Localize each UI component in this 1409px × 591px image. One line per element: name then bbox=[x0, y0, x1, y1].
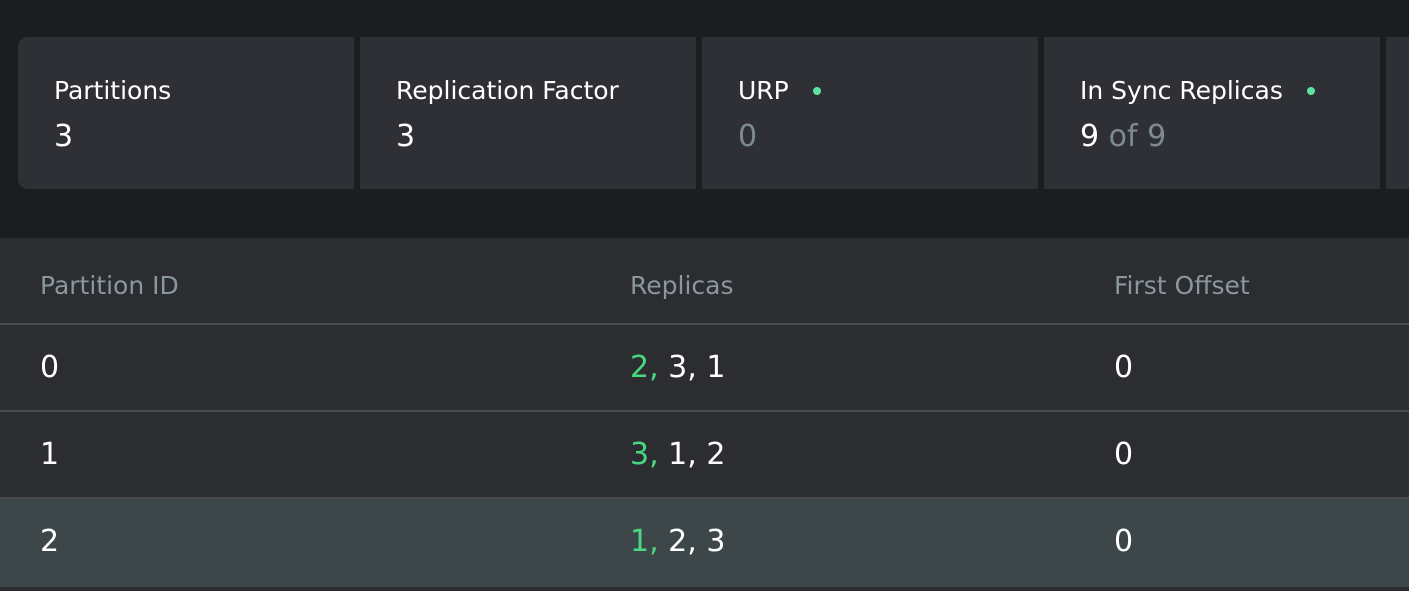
partitions-table: Partition ID Replicas First Offset 0 2, … bbox=[0, 238, 1409, 591]
replicas-cell: 2, 3, 1 bbox=[630, 350, 725, 385]
partition-id-cell: 0 bbox=[40, 350, 60, 385]
metric-label: URP bbox=[738, 76, 789, 105]
other-replicas: 3, 1 bbox=[668, 350, 726, 385]
leader-replica: 1, bbox=[630, 524, 659, 559]
metric-value: 3 bbox=[396, 119, 416, 154]
metric-card-overflow bbox=[1386, 37, 1409, 189]
metric-card-urp: URP 0 bbox=[702, 37, 1038, 189]
table-row[interactable]: 2 1, 2, 3 0 bbox=[0, 499, 1409, 587]
status-dot-icon bbox=[812, 86, 821, 95]
table-header: Partition ID Replicas First Offset bbox=[0, 238, 1409, 325]
table-row[interactable]: 0 2, 3, 1 0 bbox=[0, 325, 1409, 412]
metric-label: Partitions bbox=[54, 76, 172, 105]
first-offset-cell: 0 bbox=[1114, 437, 1134, 472]
first-offset-cell: 0 bbox=[1114, 524, 1134, 559]
partition-id-cell: 1 bbox=[40, 437, 60, 472]
metric-total: of 9 bbox=[1108, 119, 1167, 154]
metric-value: 0 bbox=[738, 119, 758, 154]
metric-value: 3 bbox=[54, 119, 74, 154]
metric-card-partitions: Partitions 3 bbox=[18, 37, 354, 189]
column-header-first-offset[interactable]: First Offset bbox=[1114, 271, 1250, 300]
table-row[interactable]: 1 3, 1, 2 0 bbox=[0, 412, 1409, 499]
metric-card-in-sync-replicas: In Sync Replicas 9 of 9 bbox=[1044, 37, 1380, 189]
leader-replica: 3, bbox=[630, 437, 659, 472]
replicas-cell: 1, 2, 3 bbox=[630, 524, 725, 559]
first-offset-cell: 0 bbox=[1114, 350, 1134, 385]
metric-label: In Sync Replicas bbox=[1080, 76, 1283, 105]
other-replicas: 1, 2 bbox=[668, 437, 726, 472]
metrics-bar: Partitions 3 Replication Factor 3 URP 0 … bbox=[18, 37, 1409, 189]
other-replicas: 2, 3 bbox=[668, 524, 726, 559]
metric-card-replication-factor: Replication Factor 3 bbox=[360, 37, 696, 189]
metric-label: Replication Factor bbox=[396, 76, 619, 105]
column-header-partition-id[interactable]: Partition ID bbox=[40, 271, 179, 300]
partition-id-cell: 2 bbox=[40, 524, 60, 559]
replicas-cell: 3, 1, 2 bbox=[630, 437, 725, 472]
status-dot-icon bbox=[1306, 86, 1315, 95]
leader-replica: 2, bbox=[630, 350, 659, 385]
column-header-replicas[interactable]: Replicas bbox=[630, 271, 734, 300]
metric-value: 9 bbox=[1080, 119, 1100, 154]
